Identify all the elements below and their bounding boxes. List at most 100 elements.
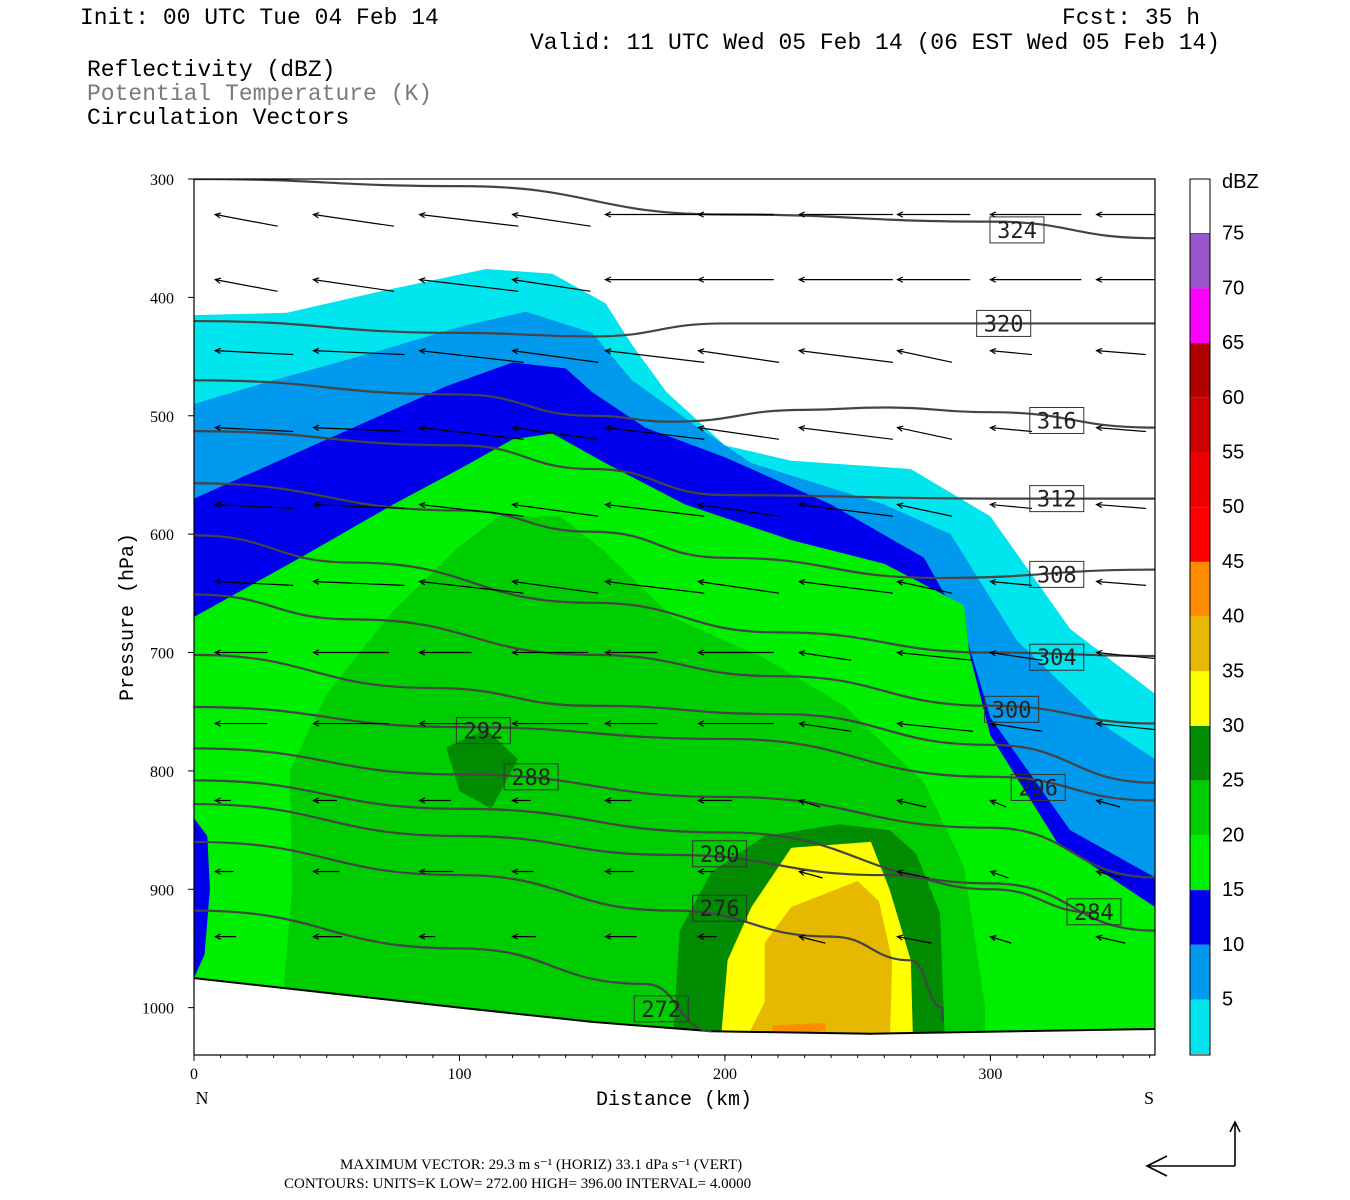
theta-label-text-296: 296 (1018, 776, 1058, 801)
vector-arrow (213, 277, 278, 292)
colorbar-level-label: 55 (1222, 442, 1244, 464)
vector-arrow (604, 276, 702, 283)
vector-arrow (797, 934, 826, 944)
theta-contour-288 (194, 747, 1155, 879)
colorbar-swatch (1190, 890, 1210, 945)
vector-arrow (312, 933, 343, 940)
vector-arrow (896, 348, 953, 363)
vector-arrow (1095, 934, 1126, 944)
vector-arrow (511, 649, 588, 656)
vector-arrow (604, 502, 705, 517)
theta-label-box-312 (1029, 485, 1085, 513)
vector-arrow (989, 578, 1033, 586)
colorbar-level-label: 40 (1222, 606, 1244, 628)
reflectivity-region-5 (446, 729, 518, 809)
theta-contour-272 (194, 909, 712, 1033)
vector-arrow (697, 868, 714, 875)
colorbar-level-label: 15 (1222, 879, 1244, 901)
theta-label-text-272: 272 (641, 998, 681, 1023)
vector-arrow (418, 425, 524, 440)
vector-arrow (797, 425, 893, 440)
colorbar-swatch (1190, 233, 1210, 289)
colorbar-level-label: 30 (1222, 715, 1244, 737)
vector-arrow (418, 211, 519, 227)
vector-arrow (511, 720, 588, 727)
vector-arrow (312, 578, 405, 586)
vector-arrow (213, 933, 237, 940)
colorbar-swatch (1190, 999, 1210, 1055)
vector-arrow (312, 797, 337, 804)
theta-label-320: 320 (976, 309, 1032, 337)
theta-contour-308 (194, 482, 1155, 580)
theta-contour-276 (194, 840, 944, 1022)
vector-arrow (989, 799, 1007, 808)
vector-arrow (418, 277, 519, 292)
vector-arrow (697, 211, 774, 218)
vector-arrow (1095, 347, 1147, 356)
y-tick-label: 300 (150, 172, 174, 189)
south-label: S (1144, 1088, 1154, 1108)
vector-arrow (1095, 649, 1155, 660)
max-vector-text: MAXIMUM VECTOR: 29.3 m s⁻¹ (HORIZ) 33.1 … (340, 1157, 743, 1173)
vector-arrow (418, 649, 472, 656)
theta-label-272: 272 (633, 995, 689, 1023)
colorbar-swatch (1190, 288, 1210, 344)
vector-arrow (989, 347, 1033, 356)
vector-arrow (213, 797, 231, 804)
vector-arrow (418, 720, 472, 727)
vector-arrow (418, 348, 524, 363)
theta-label-text-288: 288 (511, 766, 551, 791)
theta-label-text-308: 308 (1037, 563, 1077, 588)
vector-arrow (1095, 798, 1121, 808)
theta-label-box-320 (976, 309, 1032, 337)
theta-contour-280 (194, 802, 1097, 915)
forecast-hour: Fcst: 35 h (1062, 5, 1201, 31)
colorbar-swatch (1190, 452, 1210, 508)
vector-arrow (797, 502, 893, 517)
reference-vector-icon (1145, 1120, 1241, 1177)
colorbar-swatch (1190, 343, 1210, 398)
theta-label-280: 280 (692, 840, 748, 868)
vector-arrow (896, 579, 953, 594)
vector-arrow (697, 933, 717, 940)
vector-arrow (1095, 720, 1155, 731)
vector-arrow (797, 578, 893, 594)
vector-arrow (604, 578, 705, 594)
theta-label-box-296 (1010, 773, 1066, 801)
legend-theta: Potential Temperature (K) (87, 81, 433, 107)
vector-arrow (511, 797, 531, 804)
theta-label-box-280 (692, 840, 748, 868)
theta-label-text-300: 300 (992, 698, 1032, 723)
vector-arrow (697, 579, 780, 594)
vector-arrow (896, 649, 973, 661)
vector-arrow (213, 649, 268, 656)
colorbar-level-label: 10 (1222, 934, 1244, 956)
theta-contour-296 (194, 653, 1155, 784)
theta-label-text-304: 304 (1037, 646, 1077, 671)
theta-label-box-276 (692, 894, 748, 922)
vector-arrow (896, 425, 953, 440)
colorbar-level-label: 75 (1222, 223, 1244, 245)
y-tick-label: 700 (150, 646, 174, 663)
y-tick-label: 1000 (142, 1001, 174, 1018)
theta-label-box-300 (984, 695, 1040, 723)
colorbar-swatch (1190, 835, 1210, 891)
vector-arrow (896, 276, 971, 283)
theta-label-312: 312 (1029, 485, 1085, 513)
axes: 300 400 500 600 700 800 900 1000 0 100 200 300 N S Dis… (117, 172, 1154, 1112)
vector-arrow (604, 868, 635, 875)
vector-arrow (312, 424, 405, 433)
colorbar: 75 70 65 60 55 50 45 40 35 30 25 20 15 10 5 dBZ (1189, 171, 1259, 1056)
theta-label-text-324: 324 (997, 219, 1037, 244)
vector-arrow (797, 276, 893, 283)
vector-arrow (511, 933, 536, 940)
colorbar-title: dBZ (1222, 171, 1259, 193)
theta-label-text-320: 320 (984, 312, 1024, 337)
colorbar-level-label: 50 (1222, 496, 1244, 518)
vector-arrow (511, 212, 591, 227)
theta-label-text-280: 280 (700, 843, 740, 868)
vector-arrow (418, 797, 451, 804)
plot-frame (193, 178, 1156, 1056)
vector-arrow (312, 868, 340, 875)
